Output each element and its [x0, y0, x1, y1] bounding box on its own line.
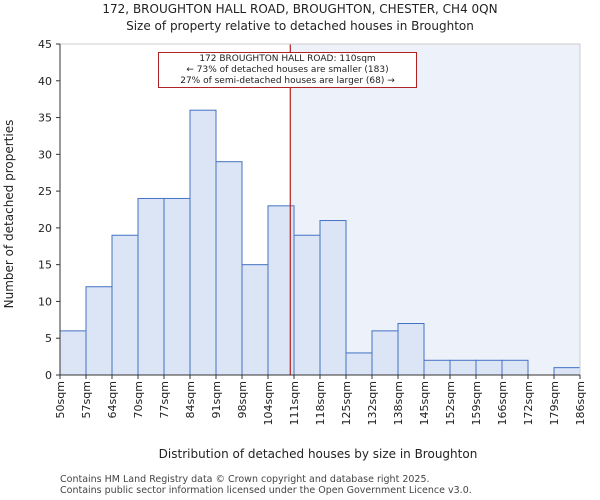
y-tick-label-20: 20 [38, 222, 52, 235]
bar-166sqm [501, 359, 529, 376]
y-axis-label: Number of detached properties [2, 120, 16, 309]
x-axis-ticks: 50sqm 57sqm 64sqm 70sqm 77sqm 84sqm 91sqm 98sqm… [54, 375, 587, 425]
bar-50sqm [59, 330, 87, 376]
bar-91sqm [215, 161, 243, 376]
annotation-line-1: 172 BROUGHTON HALL ROAD: 110sqm [199, 54, 376, 64]
chart-title: 172, BROUGHTON HALL ROAD, BROUGHTON, CHE… [102, 2, 498, 16]
annotation-line-3: 27% of semi-detached houses are larger (… [180, 76, 395, 86]
x-tick-label-91sqm: 91sqm [210, 381, 223, 418]
x-tick-label-77sqm: 77sqm [158, 381, 171, 418]
bar-57sqm [85, 286, 113, 376]
x-tick-label-179sqm: 179sqm [548, 381, 561, 425]
bar-84sqm [189, 109, 217, 376]
annotation-line-2: ← 73% of detached houses are smaller (18… [186, 65, 389, 75]
x-tick-label-132sqm: 132sqm [366, 381, 379, 425]
footer-line-1: Contains HM Land Registry data © Crown c… [60, 474, 430, 485]
bar-152sqm [449, 359, 477, 376]
bar-64sqm [111, 234, 139, 376]
bar-145sqm [423, 359, 451, 376]
bar-70sqm [137, 197, 165, 376]
x-tick-label-98sqm: 98sqm [236, 381, 249, 418]
annotation-box: 172 BROUGHTON HALL ROAD: 110sqm ← 73% of… [158, 52, 417, 88]
histogram-chart: 0 5 10 15 20 25 30 35 40 45 50sqm 57sqm 64sqm 70sqm 7… [2, 38, 587, 461]
x-tick-label-111sqm: 111sqm [288, 381, 301, 425]
chart-subtitle: Size of property relative to detached ho… [126, 19, 474, 33]
x-tick-label-159sqm: 159sqm [470, 381, 483, 425]
bar-159sqm [475, 359, 503, 376]
x-tick-label-172sqm: 172sqm [522, 381, 535, 425]
x-axis-label: Distribution of detached houses by size … [159, 447, 478, 461]
y-tick-label-35: 35 [38, 112, 52, 125]
y-tick-label-25: 25 [38, 185, 52, 198]
bar-125sqm [345, 352, 373, 376]
x-tick-label-57sqm: 57sqm [80, 381, 93, 418]
y-tick-label-10: 10 [38, 295, 52, 308]
bar-118sqm [319, 220, 347, 376]
x-tick-label-138sqm: 138sqm [392, 381, 405, 425]
y-tick-label-5: 5 [45, 332, 52, 345]
x-tick-label-118sqm: 118sqm [314, 381, 327, 425]
x-tick-label-50sqm: 50sqm [54, 381, 67, 418]
bar-111sqm [293, 234, 321, 376]
bar-98sqm [241, 264, 269, 376]
y-tick-label-45: 45 [38, 38, 52, 51]
footer-line-2: Contains public sector information licen… [60, 485, 472, 496]
y-tick-label-40: 40 [38, 75, 52, 88]
x-tick-label-152sqm: 152sqm [444, 381, 457, 425]
x-tick-label-70sqm: 70sqm [132, 381, 145, 418]
y-tick-label-0: 0 [45, 369, 52, 382]
bar-132sqm [371, 330, 399, 376]
x-tick-label-166sqm: 166sqm [496, 381, 509, 425]
x-tick-label-186sqm: 186sqm [574, 381, 587, 425]
x-tick-label-125sqm: 125sqm [340, 381, 353, 425]
x-tick-label-104sqm: 104sqm [262, 381, 275, 425]
x-tick-label-84sqm: 84sqm [184, 381, 197, 418]
bar-138sqm [397, 323, 425, 376]
x-tick-label-145sqm: 145sqm [418, 381, 431, 425]
y-tick-label-30: 30 [38, 148, 52, 161]
y-tick-label-15: 15 [38, 259, 52, 272]
y-axis-ticks: 0 5 10 15 20 25 30 35 40 45 [38, 38, 60, 382]
bar-179sqm [553, 367, 581, 376]
x-tick-label-64sqm: 64sqm [106, 381, 119, 418]
bar-77sqm [163, 197, 191, 376]
bars [59, 109, 581, 376]
